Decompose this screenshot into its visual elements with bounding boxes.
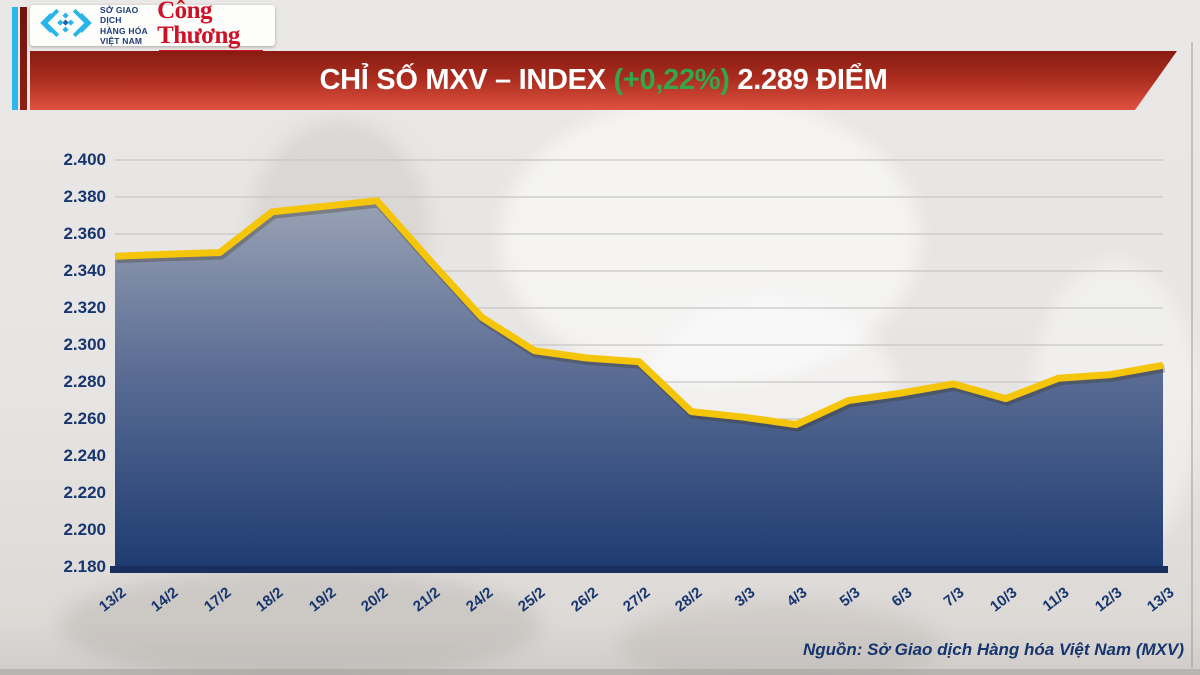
source-caption: Nguồn: Sở Giao dịch Hàng hóa Việt Nam (M… <box>802 640 1184 659</box>
frame-line-bottom <box>0 669 1200 675</box>
x-axis-line <box>110 566 1168 573</box>
x-tick-label: 11/3 <box>1039 584 1073 615</box>
mxv-diamond-icon <box>38 7 94 44</box>
area-fill <box>115 200 1163 567</box>
org-name: SỞ GIAO DỊCH HÀNG HÓA VIỆT NAM <box>100 5 149 46</box>
org-name-line: HÀNG HÓA <box>100 25 148 36</box>
y-tick-label: 2.400 <box>63 150 106 169</box>
x-tick-label: 26/2 <box>567 584 602 616</box>
y-tick-label: 2.260 <box>63 409 106 428</box>
index-area-chart <box>114 159 1166 568</box>
x-tick-label: 7/3 <box>940 584 968 611</box>
index-series <box>114 197 1166 567</box>
y-tick-label: 2.280 <box>63 372 106 391</box>
y-tick-label: 2.240 <box>63 446 106 465</box>
y-tick-label: 2.220 <box>63 483 106 502</box>
org-name-line: SỞ GIAO DỊCH <box>100 5 139 26</box>
x-tick-label: 27/2 <box>619 584 654 616</box>
index-change-percent: (+0,22%) <box>613 64 730 96</box>
y-tick-label: 2.180 <box>63 557 106 576</box>
accent-bar-maroon <box>20 7 27 110</box>
x-tick-label: 10/3 <box>986 584 1021 616</box>
y-tick-label: 2.340 <box>63 261 106 280</box>
y-tick-label: 2.300 <box>63 335 106 354</box>
page-title: CHỈ SỐ MXV – INDEX (+0,22%) 2.289 ĐIỂM <box>319 64 887 97</box>
y-tick-label: 2.320 <box>63 298 106 317</box>
frame-line-right <box>1191 42 1193 668</box>
newspaper-brand: Công Thương <box>157 0 267 53</box>
map-watermark <box>620 600 940 675</box>
y-tick-label: 2.200 <box>63 520 106 539</box>
map-watermark <box>500 95 920 385</box>
logo-card: SỞ GIAO DỊCH HÀNG HÓA VIỆT NAM Công Thươ… <box>30 0 275 53</box>
brand-wordmark: Công Thương <box>157 0 240 49</box>
org-name-line: VIỆT NAM <box>100 35 143 46</box>
title-prefix: CHỈ SỐ MXV – INDEX <box>319 64 606 96</box>
accent-bar-cyan <box>12 7 18 110</box>
x-tick-label: 13/3 <box>1143 584 1178 616</box>
title-banner: CHỈ SỐ MXV – INDEX (+0,22%) 2.289 ĐIỂM <box>30 51 1177 110</box>
map-watermark <box>60 570 540 675</box>
y-tick-label: 2.380 <box>63 187 106 206</box>
x-tick-label: 12/3 <box>1091 584 1126 616</box>
index-points: 2.289 ĐIỂM <box>737 64 888 96</box>
y-tick-label: 2.360 <box>63 224 106 243</box>
index-line <box>114 197 1164 429</box>
x-tick-label: 6/3 <box>888 584 916 611</box>
